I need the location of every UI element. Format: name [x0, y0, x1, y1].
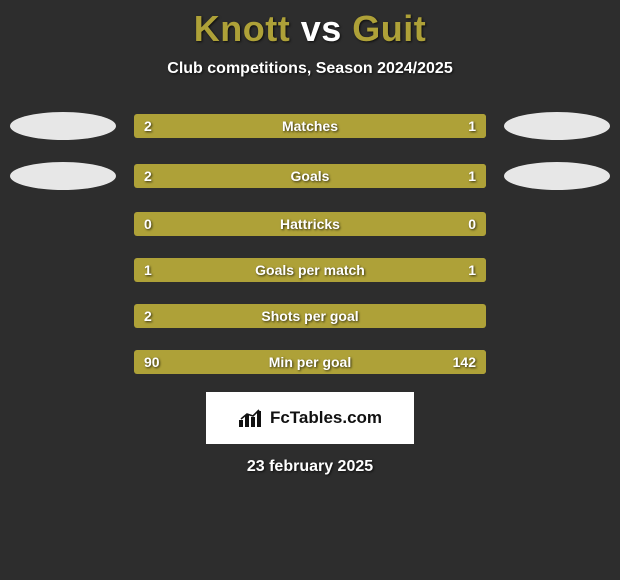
stat-rows: 2 Matches 1 2 Goals 1 0 Hattricks 0 1 Goals per ma…	[0, 112, 620, 374]
title-player1: Knott	[194, 8, 290, 49]
player2-badge	[504, 162, 610, 190]
stat-value-right: 1	[468, 118, 476, 134]
stat-bar: 0 Hattricks 0	[134, 212, 486, 236]
stat-label: Goals per match	[255, 262, 365, 278]
badge-slot-left	[10, 162, 116, 190]
subtitle: Club competitions, Season 2024/2025	[0, 60, 620, 78]
stat-bar: 90 Min per goal 142	[134, 350, 486, 374]
stat-value-right: 1	[468, 262, 476, 278]
stat-bar: 2 Matches 1	[134, 114, 486, 138]
stat-value-left: 0	[144, 216, 152, 232]
attribution-text: FcTables.com	[270, 408, 382, 428]
player2-badge	[504, 112, 610, 140]
badge-slot-left	[10, 112, 116, 140]
stat-bar: 2 Shots per goal	[134, 304, 486, 328]
stat-value-right: 0	[468, 216, 476, 232]
stat-value-left: 90	[144, 354, 160, 370]
stat-bar: 1 Goals per match 1	[134, 258, 486, 282]
stat-value-right: 142	[453, 354, 476, 370]
stat-label: Hattricks	[280, 216, 340, 232]
stat-label: Shots per goal	[261, 308, 358, 324]
bar-chart-icon	[238, 408, 264, 428]
stat-label: Min per goal	[269, 354, 351, 370]
page-title: Knott vs Guit	[0, 0, 620, 50]
stat-value-left: 2	[144, 308, 152, 324]
stat-row: 0 Hattricks 0	[0, 212, 620, 236]
attribution-badge: FcTables.com	[206, 392, 414, 444]
stat-row: 90 Min per goal 142	[0, 350, 620, 374]
badge-slot-right	[504, 112, 610, 140]
stat-value-left: 2	[144, 168, 152, 184]
date-text: 23 february 2025	[0, 458, 620, 476]
stat-label: Matches	[282, 118, 338, 134]
title-vs: vs	[301, 8, 342, 49]
stat-row: 1 Goals per match 1	[0, 258, 620, 282]
stat-value-right: 1	[468, 168, 476, 184]
title-player2: Guit	[352, 8, 426, 49]
stat-row: 2 Goals 1	[0, 162, 620, 190]
stat-value-left: 1	[144, 262, 152, 278]
stat-bar: 2 Goals 1	[134, 164, 486, 188]
stat-row: 2 Shots per goal	[0, 304, 620, 328]
player1-badge	[10, 112, 116, 140]
stat-value-left: 2	[144, 118, 152, 134]
stat-label: Goals	[291, 168, 330, 184]
stat-row: 2 Matches 1	[0, 112, 620, 140]
badge-slot-right	[504, 162, 610, 190]
player1-badge	[10, 162, 116, 190]
